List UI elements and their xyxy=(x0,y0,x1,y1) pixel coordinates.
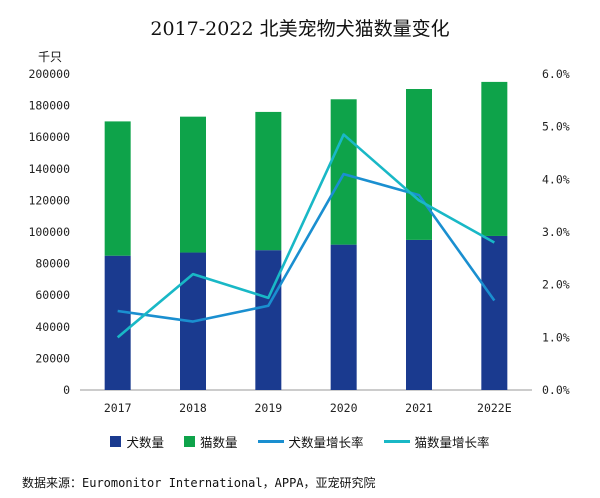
bar-dog-count xyxy=(481,235,508,390)
y2-tick-label: 4.0% xyxy=(542,172,570,186)
bar-dog-count xyxy=(255,250,282,390)
x-tick-label: 2020 xyxy=(330,401,358,415)
source-note: 数据来源：Euromonitor International，APPA，亚宠研究… xyxy=(22,476,376,490)
legend: 犬数量 猫数量 犬数量增长率 猫数量增长率 xyxy=(0,432,600,451)
y-axis-unit-label: 千只 xyxy=(38,50,63,64)
legend-swatch-cat-count xyxy=(183,436,195,447)
legend-swatch-dog-count xyxy=(110,436,122,447)
x-tick-label: 2018 xyxy=(179,401,207,415)
legend-swatch-cat-growth xyxy=(383,440,410,443)
x-tick-label: 2021 xyxy=(405,401,433,415)
y2-tick-label: 3.0% xyxy=(542,225,570,239)
legend-label-dog-growth: 犬数量增长率 xyxy=(288,435,364,450)
lines-layer xyxy=(116,133,496,339)
bars-layer xyxy=(104,81,508,390)
y2-tick-label: 5.0% xyxy=(542,120,570,134)
x-tick-label: 2017 xyxy=(104,401,132,415)
y-tick-label: 120000 xyxy=(28,193,70,207)
y-tick-label: 160000 xyxy=(28,130,70,144)
bar-cat-count xyxy=(481,81,508,236)
y2-tick-label: 6.0% xyxy=(542,67,570,81)
bar-cat-count xyxy=(104,121,131,256)
bar-dog-count xyxy=(104,255,131,390)
y-tick-label: 80000 xyxy=(35,257,70,271)
chart-plot: 0 20000 40000 60000 80000 100000 120000 140000 1… xyxy=(28,67,569,415)
y2-tick-label: 0.0% xyxy=(542,383,570,397)
line-cat-growth xyxy=(116,133,495,339)
legend-label-cat-count: 猫数量 xyxy=(199,435,238,450)
legend-label-dog-count: 犬数量 xyxy=(126,435,164,450)
bar-cat-count xyxy=(330,99,357,245)
bar-dog-count xyxy=(330,244,357,390)
legend-item-cat-count: 猫数量 xyxy=(183,432,238,451)
legend-swatch-dog-growth xyxy=(257,440,284,443)
bar-cat-count xyxy=(406,89,432,240)
y-tick-label: 20000 xyxy=(35,351,70,365)
y-tick-label: 60000 xyxy=(35,288,70,302)
y-tick-label: 180000 xyxy=(28,99,70,113)
legend-item-cat-growth: 猫数量增长率 xyxy=(383,432,490,451)
y-tick-label: 100000 xyxy=(28,225,70,239)
legend-item-dog-count: 犬数量 xyxy=(110,432,164,451)
y-tick-label: 200000 xyxy=(28,67,70,81)
y-tick-label: 0 xyxy=(63,383,70,397)
line-dog-growth xyxy=(117,172,496,323)
y2-tick-label: 1.0% xyxy=(542,330,570,344)
bar-cat-count xyxy=(255,111,282,251)
chart-title: 2017-2022 北美宠物犬猫数量变化 xyxy=(150,18,450,40)
x-tick-label: 2022E xyxy=(477,401,512,415)
legend-label-cat-growth: 猫数量增长率 xyxy=(414,435,490,450)
x-tick-label: 2019 xyxy=(254,401,282,415)
y-tick-label: 140000 xyxy=(28,162,70,176)
bar-cat-count xyxy=(180,116,206,253)
y2-tick-label: 2.0% xyxy=(542,278,570,292)
y-tick-label: 40000 xyxy=(35,320,70,334)
bar-dog-count xyxy=(406,239,432,390)
legend-item-dog-growth: 犬数量增长率 xyxy=(257,432,364,451)
ticks-layer: 0 20000 40000 60000 80000 100000 120000 140000 1… xyxy=(28,67,569,415)
